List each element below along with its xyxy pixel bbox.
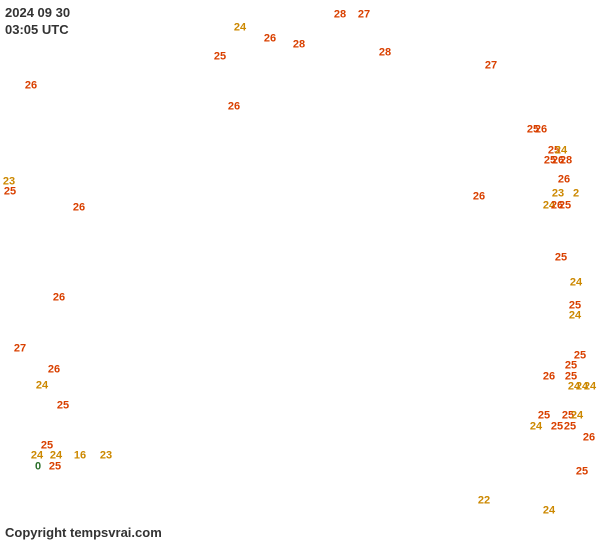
data-point: 23 [100, 451, 112, 462]
data-point: 0 [35, 462, 41, 473]
header-date: 2024 09 30 [5, 5, 70, 22]
data-point: 27 [14, 344, 26, 355]
data-point: 26 [543, 372, 555, 383]
data-point: 24 [569, 311, 581, 322]
data-point: 28 [560, 156, 572, 167]
data-point: 27 [358, 10, 370, 21]
data-point: 28 [293, 40, 305, 51]
data-point: 26 [73, 203, 85, 214]
data-point: 26 [25, 81, 37, 92]
data-point: 25 [4, 187, 16, 198]
data-point: 28 [334, 10, 346, 21]
data-point: 2 [573, 189, 579, 200]
data-point: 24 [234, 23, 246, 34]
data-point: 26 [48, 365, 60, 376]
data-point: 26 [264, 34, 276, 45]
data-point: 25 [555, 253, 567, 264]
data-point: 24 [36, 381, 48, 392]
data-point: 26 [583, 433, 595, 444]
data-point: 24 [584, 382, 596, 393]
data-point: 16 [74, 451, 86, 462]
data-point: 22 [478, 496, 490, 507]
header-time: 03:05 UTC [5, 22, 70, 39]
data-point: 24 [543, 506, 555, 517]
data-point: 25 [551, 422, 563, 433]
copyright-text: Copyright tempsvrai.com [5, 525, 162, 540]
data-point: 24 [530, 422, 542, 433]
data-point: 25 [564, 422, 576, 433]
header-block: 2024 09 30 03:05 UTC [5, 5, 70, 39]
data-point: 27 [485, 61, 497, 72]
data-point: 25 [49, 462, 61, 473]
data-point: 26 [473, 192, 485, 203]
data-point: 25 [57, 401, 69, 412]
data-point: 28 [379, 48, 391, 59]
data-point: 24 [570, 278, 582, 289]
data-point: 23 [552, 189, 564, 200]
data-point: 25 [559, 201, 571, 212]
data-point: 26 [228, 102, 240, 113]
data-point: 26 [535, 125, 547, 136]
data-point: 25 [214, 52, 226, 63]
data-point: 26 [558, 175, 570, 186]
data-point: 26 [53, 293, 65, 304]
data-point: 25 [576, 467, 588, 478]
